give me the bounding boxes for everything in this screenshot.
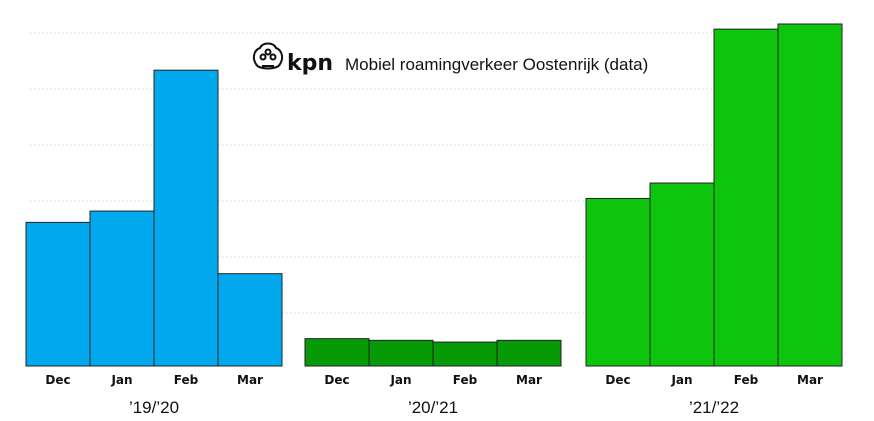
bar-1-mar <box>496 339 562 367</box>
tick-label-2-1: Jan <box>670 373 692 387</box>
group-label-0: ’19/’20 <box>129 398 179 417</box>
tick-label-0-3: Mar <box>237 373 263 387</box>
bar-0-mar <box>217 273 283 367</box>
tick-label-1-2: Feb <box>453 373 478 387</box>
chart-header: kpn Mobiel roamingverkeer Oostenrijk (da… <box>252 42 648 76</box>
brand-name: kpn <box>287 51 333 76</box>
bar-0-feb <box>153 69 219 367</box>
bar-2-mar <box>777 23 843 367</box>
axis-labels: Dec Jan Feb Mar ’19/’20 Dec Jan Feb Mar ’20/’21 De… <box>45 373 823 417</box>
kpn-crown-logo-icon <box>252 42 284 70</box>
tick-label-1-1: Jan <box>389 373 411 387</box>
bar-1-dec <box>304 338 370 367</box>
chart-title: Mobiel roamingverkeer Oostenrijk (data) <box>345 55 648 74</box>
tick-label-0-2: Feb <box>174 373 199 387</box>
tick-label-2-3: Mar <box>797 373 823 387</box>
tick-label-1-3: Mar <box>516 373 542 387</box>
bars <box>25 23 843 367</box>
bar-1-jan <box>368 339 434 367</box>
group-label-1: ’20/’21 <box>408 398 458 417</box>
group-label-2: ’21/’22 <box>689 398 739 417</box>
tick-label-1-0: Dec <box>324 373 349 387</box>
tick-label-0-1: Jan <box>110 373 132 387</box>
bar-0-jan <box>89 210 155 367</box>
tick-label-0-0: Dec <box>45 373 70 387</box>
bar-1-feb <box>432 341 498 367</box>
bar-2-jan <box>649 182 715 367</box>
bar-2-dec <box>585 197 651 367</box>
bar-2-feb <box>713 28 779 367</box>
tick-label-2-2: Feb <box>734 373 759 387</box>
tick-label-2-0: Dec <box>605 373 630 387</box>
bar-0-dec <box>25 221 91 367</box>
